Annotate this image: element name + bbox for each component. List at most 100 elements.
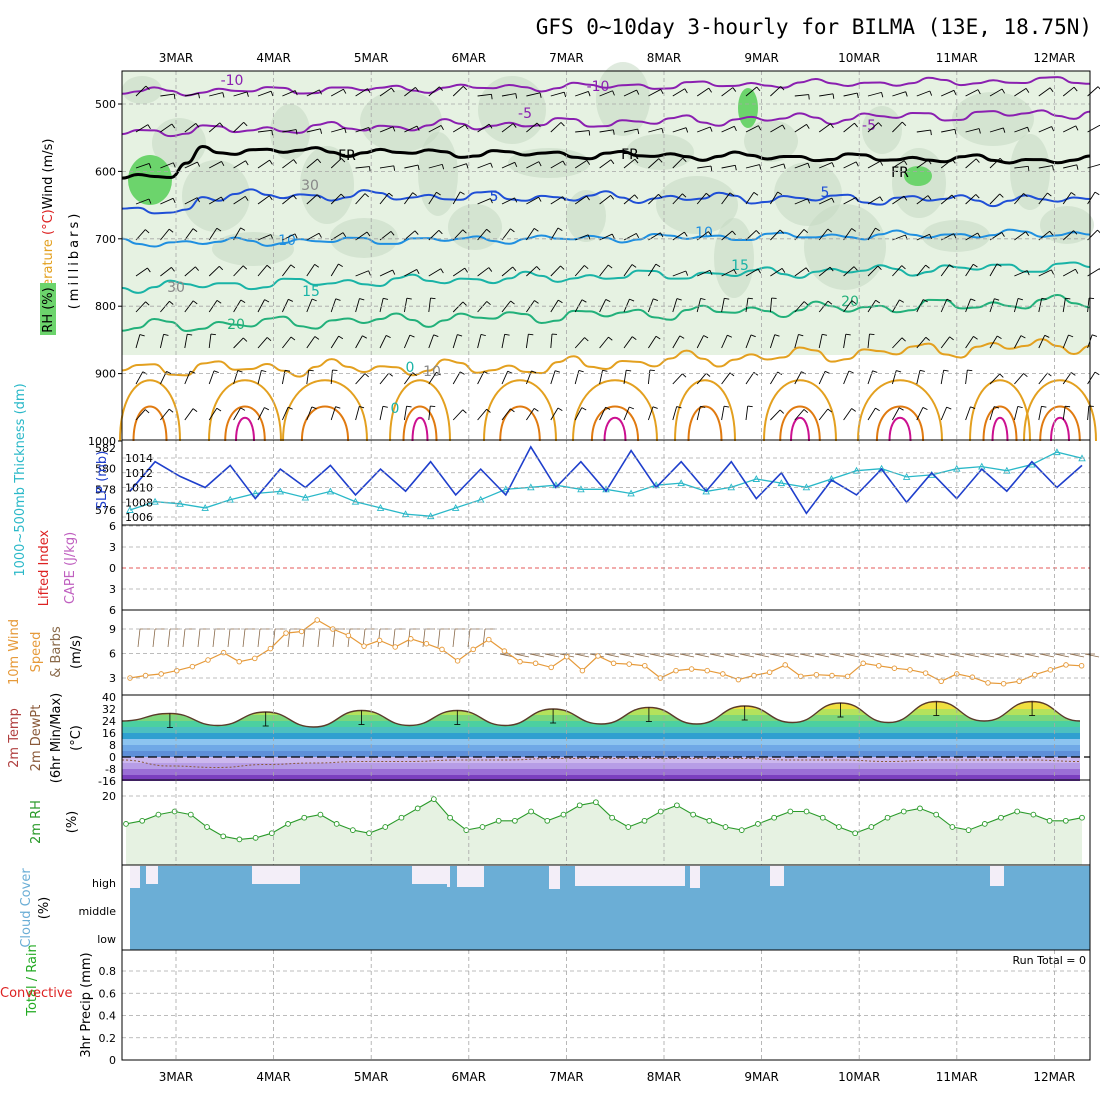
wind-barb-flag [416, 125, 420, 131]
wind-barb-flag [676, 406, 682, 409]
wind-barb-flag [927, 195, 932, 200]
wind-barb-flag [466, 163, 469, 169]
wind-barb [599, 299, 607, 313]
cloud-blank [122, 866, 130, 950]
rh-marker [722, 824, 729, 830]
wind-barb-flag [747, 297, 753, 300]
wind-barb [404, 125, 418, 133]
wind-barb [257, 195, 270, 205]
wind-barb [160, 267, 172, 277]
wind-barb-flag [459, 371, 465, 375]
wind-barb [1014, 126, 1028, 133]
wind-barb [355, 270, 369, 277]
contour-label: -10 [587, 79, 610, 95]
wind-speed-marker [922, 670, 929, 676]
contour-label: 10 [695, 225, 713, 241]
wind-barb-flag [943, 369, 949, 372]
wind-barb-flag [222, 92, 225, 98]
wind-barb [672, 270, 687, 277]
wind-barb [818, 266, 831, 277]
wind-barb [672, 127, 687, 133]
warm-layer-contour [1039, 405, 1081, 442]
wind-speed-marker [985, 680, 991, 686]
wind-barb-flag [168, 228, 174, 233]
wind-barb [306, 128, 321, 133]
wind-barb-flag [1075, 125, 1079, 131]
wind-barb-10m [829, 653, 845, 658]
wind-barb-10m [709, 653, 725, 658]
wind-barb-flag [827, 300, 833, 305]
rh-marker [349, 827, 356, 833]
wind-barb [184, 197, 198, 205]
rh-marker [204, 824, 210, 830]
wind-speed-marker [220, 649, 227, 656]
wind-barb [306, 194, 318, 205]
wind-barb [477, 408, 487, 421]
date-label-bottom: 9MAR [744, 1070, 779, 1084]
rh-marker [998, 814, 1004, 821]
wind-barb [794, 123, 807, 133]
wind-barb [403, 406, 408, 421]
wind-barb-10m [529, 653, 545, 658]
wind-barb-10m [694, 653, 710, 658]
wind-barb [867, 160, 881, 169]
wind-barb [135, 124, 149, 133]
wind-panel: 9 6 3 [109, 617, 1100, 687]
wind-speed-marker [252, 655, 258, 662]
wind-barb [892, 407, 900, 421]
contour-label: 5 [490, 189, 499, 205]
thickness-marker [276, 487, 285, 495]
slp-tick-label: 1012 [125, 467, 153, 480]
wind-barb-flag [510, 300, 515, 305]
rh-marker [593, 799, 599, 806]
cloud-level-label: low [97, 933, 116, 946]
wind-speed-marker [314, 617, 320, 623]
wind-barb [721, 298, 725, 313]
wind-barb-flag [631, 336, 637, 340]
rh-marker [544, 817, 551, 824]
wind-barb-flag [610, 159, 615, 165]
wind-barb [843, 408, 852, 421]
wind-barb-flag [949, 336, 954, 341]
wind-barb [892, 337, 903, 349]
wind-barb-flag [290, 336, 296, 341]
wind-barb [404, 269, 417, 277]
warm-layer-contour [857, 379, 943, 442]
contour-label: FR [338, 148, 356, 164]
wind-barb [501, 334, 506, 349]
wind-speed-marker [205, 657, 211, 663]
wind-barb-flag [243, 337, 248, 342]
wind-barb [233, 265, 244, 277]
warm-layer-contour [982, 405, 1018, 442]
wind-barb [1062, 406, 1066, 421]
pressure-tick-label: 700 [95, 233, 116, 246]
wind-barb-flag [246, 91, 249, 97]
wind-barb [452, 301, 464, 313]
wind-barb-flag [219, 122, 224, 127]
wind-barb-flag [851, 408, 856, 412]
wind-barb [867, 407, 876, 421]
temp-color-band [122, 775, 1080, 781]
rh-high-blob [128, 155, 172, 205]
temp-ylabel-a: 2m Temp [7, 708, 22, 768]
wind-barb [575, 130, 590, 133]
wind-barb [526, 122, 538, 133]
wind-barb [648, 89, 661, 97]
wind-barb-flag [486, 301, 491, 306]
wind-barb [1014, 87, 1027, 97]
wind-barb-flag [845, 333, 851, 336]
wind-barb-flag [240, 299, 246, 303]
wind-barb [867, 370, 873, 385]
wind-barb-flag [480, 333, 486, 337]
wind-barb-flag [806, 124, 810, 129]
wind-barb [965, 158, 977, 169]
wind-barb-flag [881, 92, 884, 98]
wind-barb-flag [727, 334, 733, 338]
wind-barb-flag [1041, 297, 1047, 300]
wind-barb [965, 298, 972, 313]
contour-label: -10 [221, 73, 244, 89]
thickness-marker [301, 493, 310, 501]
wind-barb-flag [335, 406, 341, 409]
date-label-bottom: 11MAR [936, 1070, 978, 1084]
wind-barb-flag [734, 165, 737, 171]
